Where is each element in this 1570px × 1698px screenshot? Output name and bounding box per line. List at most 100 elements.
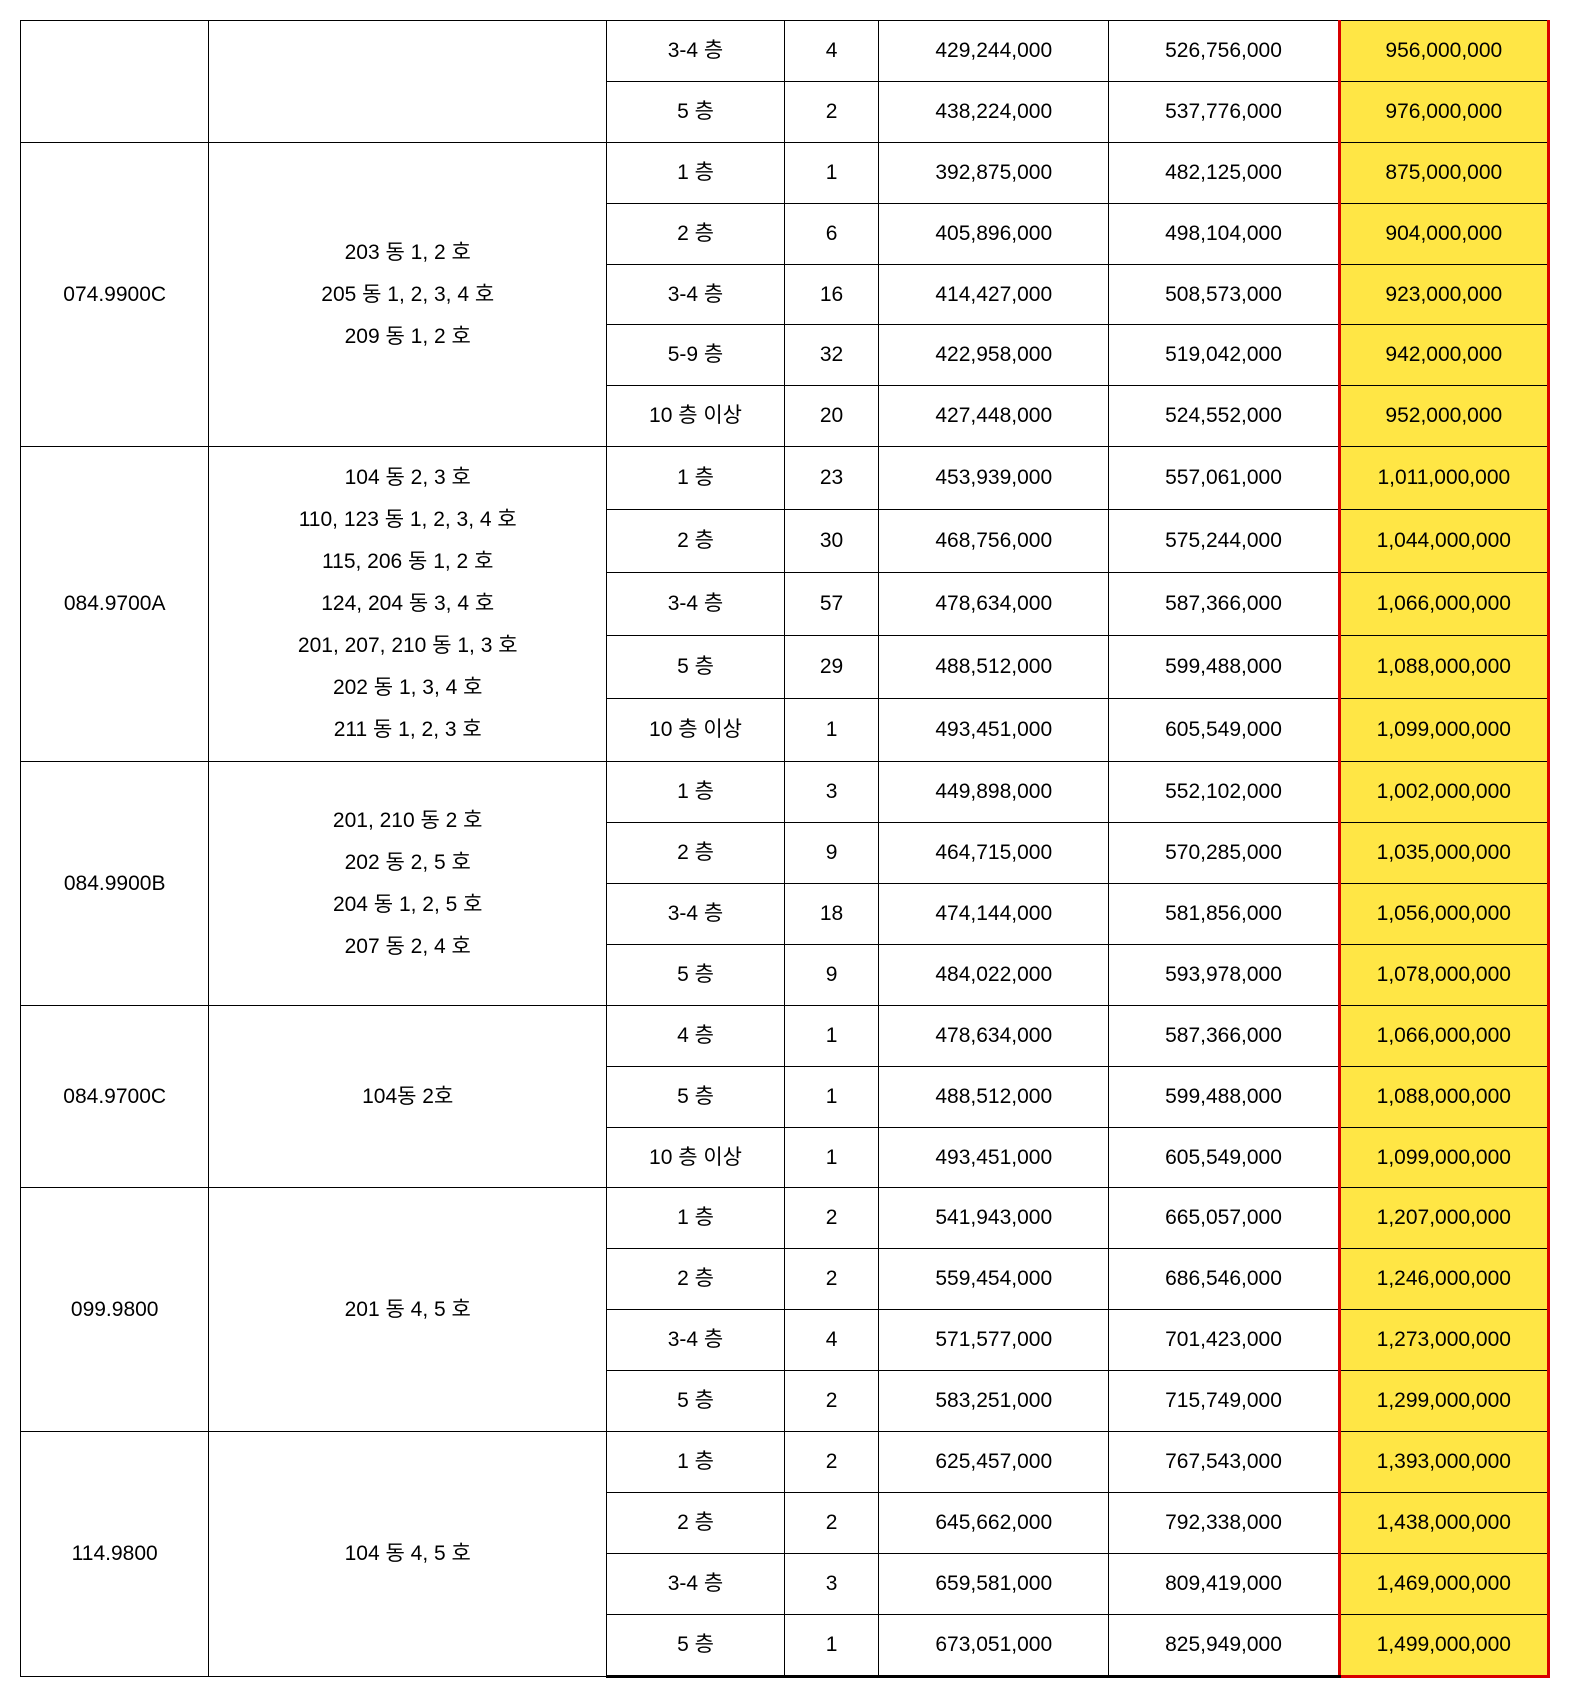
desc-cell: 104 동 4, 5 호 [209, 1432, 607, 1677]
value2-cell: 605,549,000 [1109, 699, 1339, 762]
total-cell: 1,499,000,000 [1339, 1614, 1548, 1676]
value2-cell: 665,057,000 [1109, 1188, 1339, 1249]
total-cell: 1,035,000,000 [1339, 823, 1548, 884]
count-cell: 4 [784, 21, 878, 82]
value2-cell: 686,546,000 [1109, 1249, 1339, 1310]
total-cell: 1,066,000,000 [1339, 1005, 1548, 1066]
floor-cell: 2 층 [607, 823, 785, 884]
floor-cell: 2 층 [607, 1249, 785, 1310]
floor-cell: 5 층 [607, 636, 785, 699]
count-cell: 20 [784, 386, 878, 447]
desc-cell [209, 21, 607, 143]
type-cell: 114.9800 [21, 1432, 209, 1677]
table-row: 099.9800201 동 4, 5 호1 층2541,943,000665,0… [21, 1188, 1549, 1249]
value2-cell: 508,573,000 [1109, 264, 1339, 325]
count-cell: 2 [784, 81, 878, 142]
total-cell: 1,056,000,000 [1339, 884, 1548, 945]
value2-cell: 715,749,000 [1109, 1371, 1339, 1432]
floor-cell: 5 층 [607, 1614, 785, 1676]
floor-cell: 10 층 이상 [607, 1127, 785, 1188]
value1-cell: 571,577,000 [879, 1310, 1109, 1371]
value2-cell: 498,104,000 [1109, 203, 1339, 264]
count-cell: 16 [784, 264, 878, 325]
desc-cell: 104동 2호 [209, 1005, 607, 1188]
value2-cell: 593,978,000 [1109, 944, 1339, 1005]
value1-cell: 659,581,000 [879, 1553, 1109, 1614]
value1-cell: 405,896,000 [879, 203, 1109, 264]
floor-cell: 5 층 [607, 81, 785, 142]
pricing-table: 3-4 층4429,244,000526,756,000956,000,0005… [20, 20, 1550, 1678]
floor-cell: 4 층 [607, 1005, 785, 1066]
value1-cell: 453,939,000 [879, 447, 1109, 510]
desc-cell: 203 동 1, 2 호205 동 1, 2, 3, 4 호209 동 1, 2… [209, 142, 607, 446]
floor-cell: 1 층 [607, 762, 785, 823]
value2-cell: 809,419,000 [1109, 1553, 1339, 1614]
total-cell: 942,000,000 [1339, 325, 1548, 386]
value2-cell: 482,125,000 [1109, 142, 1339, 203]
total-cell: 1,088,000,000 [1339, 636, 1548, 699]
count-cell: 2 [784, 1371, 878, 1432]
desc-cell: 104 동 2, 3 호110, 123 동 1, 2, 3, 4 호115, … [209, 447, 607, 762]
value2-cell: 537,776,000 [1109, 81, 1339, 142]
type-cell: 099.9800 [21, 1188, 209, 1432]
count-cell: 3 [784, 762, 878, 823]
table-row: 084.9900B201, 210 동 2 호202 동 2, 5 호204 동… [21, 762, 1549, 823]
value1-cell: 488,512,000 [879, 636, 1109, 699]
value2-cell: 701,423,000 [1109, 1310, 1339, 1371]
table-row: 084.9700C104동 2호4 층1478,634,000587,366,0… [21, 1005, 1549, 1066]
value2-cell: 552,102,000 [1109, 762, 1339, 823]
value1-cell: 414,427,000 [879, 264, 1109, 325]
total-cell: 1,099,000,000 [1339, 699, 1548, 762]
total-cell: 1,469,000,000 [1339, 1553, 1548, 1614]
value1-cell: 645,662,000 [879, 1492, 1109, 1553]
floor-cell: 1 층 [607, 1188, 785, 1249]
total-cell: 1,002,000,000 [1339, 762, 1548, 823]
total-cell: 1,088,000,000 [1339, 1066, 1548, 1127]
value1-cell: 559,454,000 [879, 1249, 1109, 1310]
count-cell: 2 [784, 1492, 878, 1553]
floor-cell: 10 층 이상 [607, 386, 785, 447]
value1-cell: 438,224,000 [879, 81, 1109, 142]
value2-cell: 519,042,000 [1109, 325, 1339, 386]
count-cell: 32 [784, 325, 878, 386]
value1-cell: 673,051,000 [879, 1614, 1109, 1676]
value2-cell: 570,285,000 [1109, 823, 1339, 884]
floor-cell: 2 층 [607, 1492, 785, 1553]
count-cell: 9 [784, 823, 878, 884]
floor-cell: 10 층 이상 [607, 699, 785, 762]
total-cell: 1,078,000,000 [1339, 944, 1548, 1005]
floor-cell: 3-4 층 [607, 1310, 785, 1371]
value2-cell: 524,552,000 [1109, 386, 1339, 447]
value2-cell: 605,549,000 [1109, 1127, 1339, 1188]
value1-cell: 427,448,000 [879, 386, 1109, 447]
floor-cell: 2 층 [607, 510, 785, 573]
value2-cell: 581,856,000 [1109, 884, 1339, 945]
table-row: 074.9900C203 동 1, 2 호205 동 1, 2, 3, 4 호2… [21, 142, 1549, 203]
value1-cell: 429,244,000 [879, 21, 1109, 82]
value1-cell: 474,144,000 [879, 884, 1109, 945]
count-cell: 18 [784, 884, 878, 945]
total-cell: 1,011,000,000 [1339, 447, 1548, 510]
count-cell: 30 [784, 510, 878, 573]
value1-cell: 478,634,000 [879, 573, 1109, 636]
count-cell: 9 [784, 944, 878, 1005]
type-cell: 084.9700A [21, 447, 209, 762]
type-cell: 074.9900C [21, 142, 209, 446]
value1-cell: 422,958,000 [879, 325, 1109, 386]
floor-cell: 3-4 층 [607, 1553, 785, 1614]
total-cell: 875,000,000 [1339, 142, 1548, 203]
value2-cell: 575,244,000 [1109, 510, 1339, 573]
floor-cell: 1 층 [607, 447, 785, 510]
desc-cell: 201, 210 동 2 호202 동 2, 5 호204 동 1, 2, 5 … [209, 762, 607, 1006]
total-cell: 1,299,000,000 [1339, 1371, 1548, 1432]
floor-cell: 3-4 층 [607, 573, 785, 636]
total-cell: 1,246,000,000 [1339, 1249, 1548, 1310]
total-cell: 1,044,000,000 [1339, 510, 1548, 573]
floor-cell: 5 층 [607, 944, 785, 1005]
type-cell: 084.9900B [21, 762, 209, 1006]
floor-cell: 2 층 [607, 203, 785, 264]
value1-cell: 449,898,000 [879, 762, 1109, 823]
value2-cell: 825,949,000 [1109, 1614, 1339, 1676]
table-row: 084.9700A104 동 2, 3 호110, 123 동 1, 2, 3,… [21, 447, 1549, 510]
count-cell: 3 [784, 1553, 878, 1614]
